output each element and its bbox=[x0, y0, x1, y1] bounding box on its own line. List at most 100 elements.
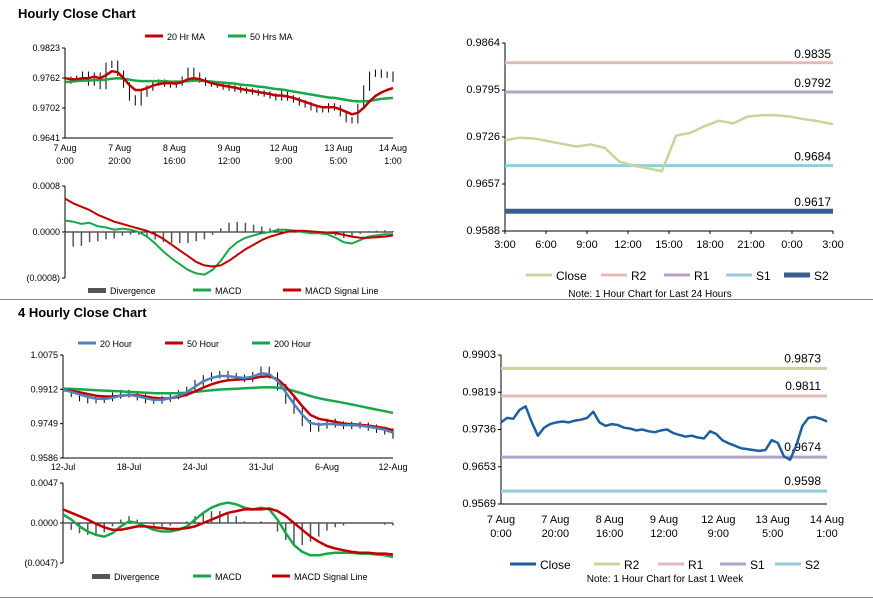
levels-week-xtick-time: 1:00 bbox=[816, 528, 837, 540]
levels-week-xtick-date: 12 Aug bbox=[701, 514, 735, 526]
hourly-50hr-ma-line bbox=[64, 76, 394, 103]
hourly-20hr-ma-line bbox=[64, 69, 394, 116]
four-hourly-price-xtick-label: 24-Jul bbox=[183, 462, 208, 472]
levels-24h-ytick-label: 0.9588 bbox=[466, 225, 500, 237]
levels-24h-xtick-label: 21:00 bbox=[737, 239, 765, 251]
four-hourly-price-xtick-label: 18-Jul bbox=[117, 462, 142, 472]
hourly-price-xtick-time: 20:00 bbox=[108, 156, 131, 166]
hourly-price-xtick-time: 1:00 bbox=[384, 156, 402, 166]
levels-24h-legend-label: Close bbox=[556, 269, 587, 283]
four-hourly-macd-ytick-label: 0.0000 bbox=[30, 518, 58, 528]
levels-week-xtick-time: 5:00 bbox=[762, 528, 783, 540]
four-hourly-macd-ytick-label: (0.0047) bbox=[24, 558, 58, 568]
hourly-macd-ytick-label: (0.0008) bbox=[26, 273, 60, 283]
levels-24h-legend-label: R1 bbox=[694, 269, 710, 283]
four-hourly-price-legend-label: 20 Hour bbox=[100, 339, 132, 349]
levels-week-xtick-date: 7 Aug bbox=[487, 514, 515, 526]
levels-week-xtick-time: 9:00 bbox=[708, 528, 729, 540]
levels-24h-xtick-label: 3:00 bbox=[494, 239, 515, 251]
hourly-macd-legend-label: MACD bbox=[215, 286, 242, 296]
levels-week-legend-label: Close bbox=[540, 558, 571, 572]
four-hourly-macd-legend-label: MACD Signal Line bbox=[294, 572, 368, 582]
four-hourly-price-xtick-label: 31-Jul bbox=[249, 462, 274, 472]
bottom-divider bbox=[0, 597, 873, 598]
levels-24h-xtick-label: 18:00 bbox=[696, 239, 724, 251]
levels-week-xtick-date: 13 Aug bbox=[756, 514, 790, 526]
four-hourly-price-legend-label: 200 Hour bbox=[274, 339, 311, 349]
hourly-price-xtick-time: 5:00 bbox=[330, 156, 348, 166]
four-hourly-macd-ytick-label: 0.0047 bbox=[30, 478, 58, 488]
levels-week-xtick-date: 7 Aug bbox=[541, 514, 569, 526]
hourly-macd-legend-label: MACD Signal Line bbox=[305, 286, 379, 296]
levels-week-ytick-label: 0.9569 bbox=[462, 498, 496, 510]
levels-week-note: Note: 1 Hour Chart for Last 1 Week bbox=[587, 574, 745, 585]
hourly-price-ytick-label: 0.9762 bbox=[32, 73, 60, 83]
hourly-price-xtick-time: 0:00 bbox=[56, 156, 74, 166]
levels-week-xtick-time: 16:00 bbox=[596, 528, 624, 540]
hourly-price-xtick-time: 16:00 bbox=[163, 156, 186, 166]
levels-24h-r2-label: 0.9835 bbox=[794, 47, 831, 61]
levels-week-xtick-time: 12:00 bbox=[650, 528, 678, 540]
levels-week-s2-label: 0.9598 bbox=[784, 474, 821, 488]
levels-week-ytick-label: 0.9653 bbox=[462, 461, 496, 473]
hourly-macd-signal-line bbox=[64, 197, 394, 268]
hourly-price-xtick-date: 7 Aug bbox=[53, 143, 76, 153]
levels-24h-ytick-label: 0.9657 bbox=[466, 178, 500, 190]
four-hourly-macd-legend-label: Divergence bbox=[114, 572, 160, 582]
levels-week-ytick-label: 0.9736 bbox=[462, 424, 496, 436]
hourly-price-xtick-time: 12:00 bbox=[218, 156, 241, 166]
four-hourly-macd-legend-label: MACD bbox=[215, 572, 242, 582]
levels-24h-ytick-label: 0.9864 bbox=[466, 37, 500, 49]
four-hourly-price-ytick-label: 0.9749 bbox=[30, 419, 58, 429]
levels-week-ytick-label: 0.9819 bbox=[462, 386, 496, 398]
levels-week-legend-label: S2 bbox=[805, 558, 820, 572]
four-hourly-price-ytick-label: 0.9912 bbox=[30, 384, 58, 394]
levels-week-r1-label: 0.9811 bbox=[785, 379, 821, 393]
levels-week-xtick-date: 14 Aug bbox=[810, 514, 844, 526]
levels-24h-xtick-label: 12:00 bbox=[614, 239, 642, 251]
levels-week-xtick-time: 20:00 bbox=[542, 528, 570, 540]
four-hourly-macd-signal-line bbox=[62, 507, 394, 556]
hourly-section-title: Hourly Close Chart bbox=[18, 6, 136, 21]
hourly-price-xtick-date: 14 Aug bbox=[379, 143, 407, 153]
hourly-price-xtick-time: 9:00 bbox=[275, 156, 293, 166]
levels-24h-s2-label: 0.9617 bbox=[794, 195, 831, 209]
hourly-price-ytick-label: 0.9641 bbox=[32, 133, 60, 143]
levels-week-s1-label: 0.9674 bbox=[784, 440, 821, 454]
levels-24h-ytick-label: 0.9795 bbox=[466, 84, 500, 96]
levels-week-xtick-time: 0:00 bbox=[490, 528, 511, 540]
hourly-price-ytick-label: 0.9702 bbox=[32, 103, 60, 113]
levels-week-legend-label: S1 bbox=[750, 558, 765, 572]
levels-24h-s1-label: 0.9684 bbox=[794, 150, 831, 164]
hourly-price-xtick-date: 8 Aug bbox=[163, 143, 186, 153]
four-hourly-200h-line bbox=[62, 385, 394, 415]
hourly-macd-line bbox=[64, 219, 393, 276]
four-hourly-price-ytick-label: 0.9586 bbox=[30, 453, 58, 463]
four-hourly-price-ytick-label: 1.0075 bbox=[30, 350, 58, 360]
four-hourly-price-xtick-label: 12-Aug bbox=[378, 462, 407, 472]
levels-24h-r1-label: 0.9792 bbox=[794, 76, 831, 90]
hourly-macd-legend-swatch bbox=[88, 288, 106, 293]
four-hourly-price-xtick-label: 6-Aug bbox=[315, 462, 339, 472]
levels-24h-ytick-label: 0.9726 bbox=[466, 131, 500, 143]
levels-week-ytick-label: 0.9903 bbox=[462, 349, 496, 361]
levels-24h-close-line bbox=[504, 113, 834, 173]
four-hourly-macd-legend-swatch bbox=[92, 574, 110, 579]
levels-24h-legend-label: S1 bbox=[756, 269, 771, 283]
hourly-macd-ytick-label: 0.0000 bbox=[32, 227, 60, 237]
levels-24h-xtick-label: 15:00 bbox=[655, 239, 683, 251]
hourly-price-xtick-date: 7 Aug bbox=[108, 143, 131, 153]
levels-24h-legend-label: R2 bbox=[631, 269, 647, 283]
levels-week-xtick-date: 9 Aug bbox=[650, 514, 678, 526]
section-divider bbox=[0, 299, 873, 300]
levels-24h-xtick-label: 6:00 bbox=[535, 239, 556, 251]
four-hourly-price-xtick-label: 12-Jul bbox=[51, 462, 76, 472]
hourly-price-xtick-date: 9 Aug bbox=[217, 143, 240, 153]
hourly-macd-legend-label: Divergence bbox=[110, 286, 156, 296]
hourly-price-legend-label: 50 Hrs MA bbox=[250, 32, 293, 42]
four-hourly-section-title: 4 Hourly Close Chart bbox=[18, 305, 147, 320]
hourly-price-ytick-label: 0.9823 bbox=[32, 43, 60, 53]
levels-week-close-line bbox=[500, 405, 828, 462]
hourly-macd-ytick-label: 0.0008 bbox=[32, 181, 60, 191]
